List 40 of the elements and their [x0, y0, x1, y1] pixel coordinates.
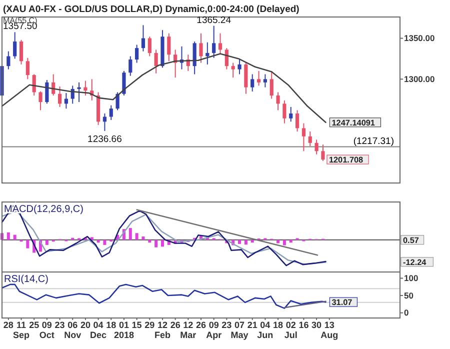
- x-tick-label: 07 May: [230, 320, 248, 340]
- x-tick-label: 30: [312, 320, 322, 330]
- x-tick-label: 13 Aug: [320, 320, 338, 340]
- ref-line-label: (1217.31): [353, 136, 394, 147]
- annotation: 1365.24: [196, 14, 232, 26]
- x-tick-label: 04 Jun: [257, 320, 274, 340]
- x-tick-label: 20: [80, 320, 90, 330]
- x-tick-label: 26: [196, 320, 206, 330]
- x-tick-label: 12 Mar: [180, 320, 197, 340]
- x-tick-label: 23: [54, 320, 65, 330]
- y-tick-label: 1300.00: [404, 74, 435, 84]
- x-tick-label: 26: [170, 320, 180, 330]
- text: 0.57: [403, 236, 420, 245]
- x-tick-label: 09 Oct: [39, 320, 54, 340]
- y-tick-label: 50: [404, 290, 414, 300]
- x-tick-label: 28: [3, 320, 14, 330]
- x-tick-label: 23: [222, 320, 232, 330]
- annotation: 1236.66: [88, 134, 122, 145]
- y-tick-label: 1350.00: [404, 33, 435, 44]
- y-tick-label: 0: [404, 308, 409, 318]
- x-tick-label: 18: [273, 320, 284, 330]
- y-tick-label: 100: [404, 273, 418, 284]
- x-tick-label: 16: [298, 320, 309, 330]
- data-label: 1247.14091: [332, 118, 376, 128]
- x-tick-label: 15: [132, 320, 142, 330]
- x-tick-label: 25: [29, 320, 40, 330]
- x-tick-label: 12 Feb: [154, 320, 171, 340]
- x-tick-label: 09 Apr: [206, 320, 222, 340]
- x-tick-label: 02 Jul: [284, 320, 298, 340]
- x-tick-label: 11 Sep: [13, 320, 30, 340]
- text: -12.24: [403, 258, 427, 267]
- x-tick-label: 18: [106, 320, 116, 330]
- x-tick-label: 29: [144, 320, 155, 330]
- text: 1201.708: [328, 156, 364, 165]
- data-label: 31.07: [332, 298, 353, 308]
- chart-title: (XAU A0-FX - GOLD/US DOLLAR,D) Dynamic,0:00-24:00 (Delayed): [3, 4, 300, 15]
- x-tick-label: 06 Nov: [64, 320, 82, 340]
- x-tick-label: 04 Dec: [90, 320, 107, 340]
- chart-title: RSI(14,C): [4, 274, 48, 285]
- x-tick-label: 21: [247, 320, 258, 330]
